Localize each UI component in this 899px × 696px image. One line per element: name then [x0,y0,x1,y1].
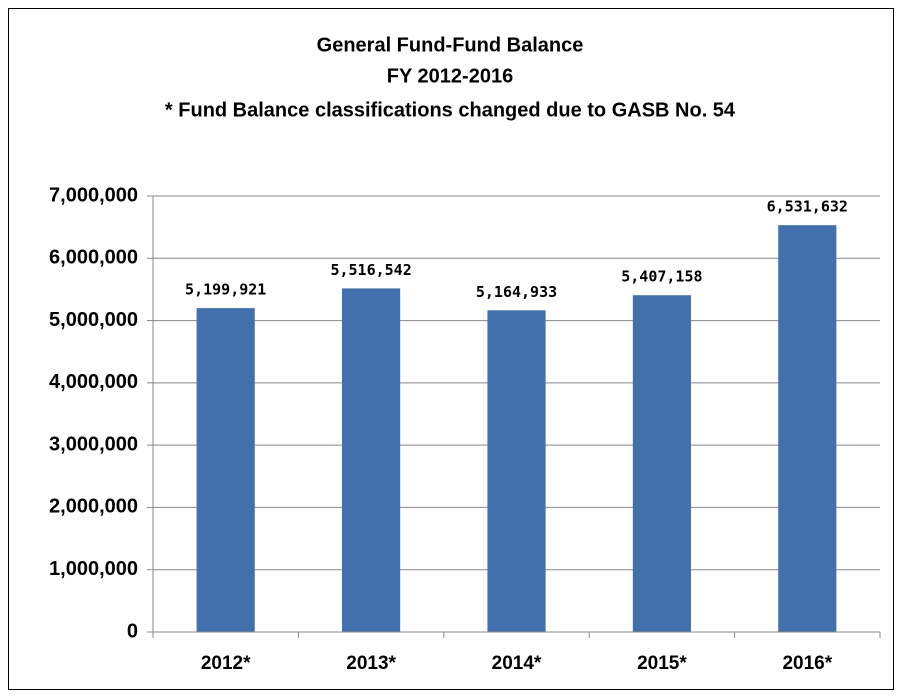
x-tick-label: 2012* [201,653,251,674]
chart-border [8,8,894,690]
y-tick-label: 4,000,000 [49,371,138,393]
y-tick-label: 2,000,000 [49,496,138,518]
chart-annotation: * Fund Balance classifications changed d… [165,99,736,121]
bar [487,310,546,632]
x-tick-label: 2016* [782,653,832,674]
data-label: 5,199,921 [185,281,266,299]
y-tick-label: 3,000,000 [49,433,138,455]
y-tick-label: 6,000,000 [49,247,138,269]
data-label: 5,164,933 [476,283,557,301]
y-tick-label: 5,000,000 [49,309,138,331]
data-label: 6,531,632 [767,198,848,216]
x-tick-label: 2015* [637,653,687,674]
bar [778,225,837,632]
chart-title: General Fund-Fund Balance [317,34,584,56]
bar [196,308,255,632]
x-tick-label: 2013* [346,653,396,674]
chart-subtitle: FY 2012-2016 [387,65,513,87]
bar [632,295,691,632]
y-tick-label: 7,000,000 [49,184,138,206]
y-tick-label: 0 [127,620,138,642]
data-label: 5,407,158 [621,268,702,286]
y-tick-label: 1,000,000 [49,558,138,580]
bar [342,288,401,632]
x-tick-label: 2014* [492,653,542,674]
data-label: 5,516,542 [330,261,411,279]
